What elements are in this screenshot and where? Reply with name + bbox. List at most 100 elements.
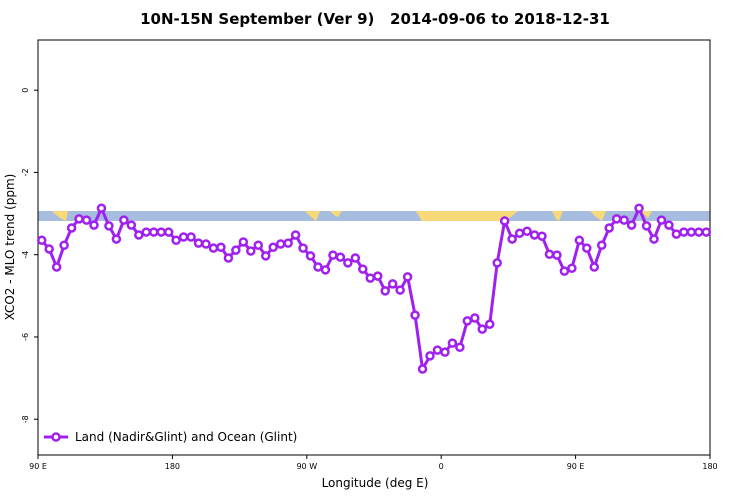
data-point: [395, 285, 405, 295]
data-point: [59, 240, 69, 250]
legend-label: Land (Nadir&Glint) and Ocean (Glint): [75, 430, 297, 444]
x-tick-label: 180: [702, 462, 717, 471]
data-point: [246, 246, 256, 256]
data-point: [305, 251, 316, 261]
data-point: [462, 316, 473, 326]
data-point: [66, 223, 77, 233]
data-point: [119, 215, 129, 225]
data-point: [507, 234, 517, 244]
data-point: [320, 265, 331, 275]
data-point: [686, 227, 697, 237]
data-point: [477, 324, 488, 334]
data-point: [410, 310, 420, 320]
data-point: [298, 243, 308, 253]
data-point: [216, 242, 226, 253]
data-point: [171, 235, 181, 246]
data-point: [380, 286, 390, 296]
x-tick-label: 0: [439, 462, 444, 471]
data-point: [231, 245, 241, 255]
x-axis-label: Longitude (deg E): [322, 476, 429, 490]
data-point: [604, 223, 614, 233]
data-point: [470, 313, 480, 323]
data-point: [126, 220, 137, 230]
data-point: [104, 221, 114, 231]
data-point: [148, 227, 159, 237]
data-point: [178, 232, 189, 242]
data-point: [193, 238, 204, 248]
data-point: [574, 235, 585, 246]
data-point: [283, 238, 293, 248]
data-point: [447, 338, 458, 348]
data-point: [559, 266, 570, 276]
data-point: [634, 203, 644, 213]
data-point: [350, 253, 361, 263]
data-point: [432, 345, 443, 355]
data-point: [74, 214, 84, 224]
y-tick-label: -8: [21, 415, 30, 423]
data-point: [611, 214, 622, 224]
data-point: [582, 243, 592, 253]
y-tick-label: -4: [21, 251, 30, 259]
x-tick-label: 90 W: [296, 462, 317, 471]
data-point: [656, 215, 667, 225]
x-tick-label: 90 E: [567, 462, 585, 471]
surface-band: [38, 211, 710, 221]
data-point: [440, 347, 450, 357]
data-point: [44, 244, 54, 254]
data-point: [626, 220, 637, 230]
data-point: [514, 228, 525, 239]
data-point: [275, 239, 286, 249]
y-tick-label: -2: [21, 168, 30, 176]
data-point: [664, 220, 674, 230]
data-point: [694, 227, 704, 237]
data-point: [671, 229, 682, 239]
data-point: [619, 215, 629, 225]
data-point: [425, 351, 435, 361]
data-point: [328, 250, 338, 260]
data-point: [537, 231, 547, 241]
data-point: [208, 243, 219, 253]
data-point: [223, 253, 234, 263]
data-point: [552, 250, 562, 260]
data-point: [529, 230, 540, 240]
data-point: [641, 221, 652, 231]
data-point: [89, 220, 99, 230]
data-point: [313, 262, 323, 272]
data-point: [492, 258, 502, 268]
data-point: [111, 234, 122, 244]
data-point: [596, 240, 607, 250]
data-point: [544, 249, 555, 260]
data-point: [343, 258, 353, 268]
x-tick-label: 90 E: [29, 462, 47, 471]
data-point: [268, 242, 278, 253]
data-point: [163, 227, 174, 237]
data-point: [455, 342, 465, 352]
data-point: [567, 263, 577, 274]
y-axis-label: XCO2 - MLO trend (ppm): [3, 174, 17, 321]
data-point: [387, 279, 398, 289]
data-point: [134, 230, 144, 240]
data-point: [51, 262, 62, 272]
data-point: [36, 235, 47, 246]
data-point: [522, 226, 532, 237]
data-point: [335, 252, 346, 262]
data-point: [156, 227, 166, 237]
data-point: [253, 240, 264, 250]
y-tick-label: -6: [21, 333, 30, 341]
legend: Land (Nadir&Glint) and Ocean (Glint): [44, 430, 297, 444]
data-point: [238, 237, 249, 247]
data-point: [701, 227, 712, 237]
data-point: [499, 216, 510, 226]
legend-marker: [51, 432, 61, 442]
data-point: [649, 234, 659, 244]
data-point: [141, 227, 152, 237]
data-point: [679, 227, 689, 237]
chart-title: 10N-15N September (Ver 9) 2014-09-06 to …: [140, 10, 610, 28]
data-point: [260, 251, 271, 261]
data-point: [290, 230, 301, 240]
data-point: [358, 264, 368, 274]
plot-frame: [37, 39, 711, 456]
x-tick-label: 180: [165, 462, 180, 471]
data-point: [372, 271, 383, 281]
